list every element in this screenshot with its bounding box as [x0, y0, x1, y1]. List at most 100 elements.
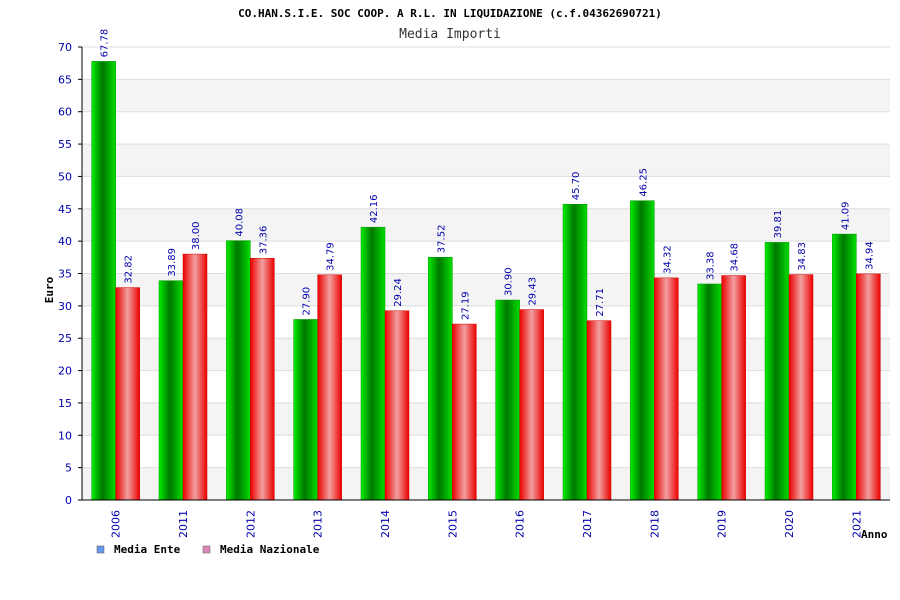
data-label: 34.94: [864, 241, 875, 270]
x-tick-label: 2016: [514, 510, 527, 538]
data-label: 30.90: [504, 267, 515, 296]
bar-media-ente-2017: [562, 204, 588, 501]
y-tick-label: 65: [58, 73, 72, 86]
grid-band: [82, 176, 890, 209]
y-tick-label: 0: [65, 494, 72, 507]
bar-media-nazionale-2017: [586, 320, 612, 501]
bar-media-ente-2020: [764, 242, 790, 501]
legend-label: Media Ente: [114, 543, 181, 556]
data-labels: 67.78 32.82 33.89 38.00 40.08 37.36 27.90 34.79…: [100, 29, 876, 320]
bar-media-nazionale-2021: [856, 273, 881, 501]
bar-media-nazionale-2015: [452, 323, 477, 501]
x-tick-label: 2017: [581, 510, 594, 538]
data-label: 40.08: [234, 208, 245, 237]
bar-media-ente-2006: [91, 61, 116, 501]
data-label: 33.89: [167, 248, 178, 277]
chart-subtitle: Media Importi: [399, 27, 501, 42]
x-tick-labels: 2006 2011 2012 2013 2014 2015 2016 2017 2018 2019…: [110, 510, 864, 538]
bar-media-nazionale-2020: [788, 274, 814, 501]
grid-band: [82, 402, 890, 436]
bar-media-nazionale-2019: [721, 275, 746, 501]
bar-media-nazionale-2012: [250, 257, 275, 501]
bar-media-nazionale-2006: [115, 287, 140, 501]
bar-media-ente-2016: [495, 299, 520, 501]
grid-band: [82, 144, 890, 177]
y-tick-label: 30: [58, 300, 72, 313]
bar-media-ente-2012: [226, 240, 251, 501]
axes: [81, 47, 890, 501]
grid-band: [82, 305, 890, 339]
data-label: 37.52: [436, 225, 447, 254]
y-tick-label: 5: [65, 462, 72, 475]
data-label: 41.09: [840, 201, 851, 230]
grid-band: [82, 208, 890, 242]
grid-band: [82, 435, 890, 468]
data-label: 34.68: [730, 243, 741, 272]
bar-media-nazionale-2011: [182, 253, 208, 501]
bar-media-ente-2018: [630, 200, 655, 501]
plot-background: [82, 47, 890, 500]
y-tick-label: 25: [58, 332, 72, 345]
x-tick-label: 2020: [783, 510, 796, 538]
y-tick-label: 55: [58, 138, 72, 151]
y-tick-label: 35: [58, 268, 72, 281]
data-label: 29.43: [528, 277, 539, 306]
data-label: 46.25: [638, 168, 649, 197]
y-tick-label: 15: [58, 397, 72, 410]
data-label: 67.78: [100, 29, 111, 58]
bar-media-ente-2011: [158, 280, 184, 501]
y-tick-label: 20: [58, 365, 72, 378]
x-tick-label: 2014: [379, 510, 392, 538]
grid-band: [82, 47, 890, 80]
x-tick-label: 2012: [244, 510, 257, 538]
y-tick-label: 70: [58, 41, 72, 54]
y-tick-label: 50: [58, 170, 72, 183]
bar-media-nazionale-2016: [519, 309, 544, 501]
data-label: 37.36: [258, 226, 269, 255]
legend-swatch: [202, 545, 211, 554]
bar-media-ente-2014: [360, 226, 386, 501]
bars: [91, 61, 881, 501]
x-tick-label: 2015: [446, 510, 459, 538]
data-label: 34.32: [662, 245, 673, 274]
x-tick-label: 2011: [177, 510, 190, 538]
y-tick-label: 60: [58, 106, 72, 119]
x-tick-label: 2013: [312, 510, 325, 538]
grid-band: [82, 467, 890, 500]
bar-media-nazionale-2018: [654, 277, 679, 501]
data-label: 34.83: [797, 242, 808, 271]
y-tick-label: 10: [58, 429, 72, 442]
x-tick-label: 2018: [648, 510, 661, 538]
legend-swatch: [96, 545, 105, 554]
data-label: 38.00: [191, 221, 202, 250]
x-tick-label: 2006: [110, 510, 123, 538]
legend-label: Media Nazionale: [220, 543, 320, 556]
data-label: 33.38: [706, 251, 717, 280]
legend: Media Ente Media Nazionale: [96, 543, 320, 556]
grid-lines: [78, 46, 890, 501]
grid-band: [82, 241, 890, 274]
data-label: 27.71: [595, 288, 606, 317]
x-tick-label: 2021: [850, 510, 863, 538]
grid-band: [82, 111, 890, 145]
bar-media-nazionale-2014: [384, 310, 410, 501]
grid-band: [82, 273, 890, 306]
data-label: 39.81: [773, 210, 784, 239]
data-label: 32.82: [124, 255, 135, 284]
y-tick-label: 45: [58, 203, 72, 216]
bar-media-ente-2013: [293, 319, 318, 501]
grid-band: [82, 338, 890, 371]
data-label: 45.70: [571, 172, 582, 201]
bar-media-ente-2015: [428, 256, 453, 501]
x-tick-label: 2019: [716, 510, 729, 538]
data-label: 29.24: [393, 278, 404, 307]
data-label: 27.19: [460, 291, 471, 320]
grid-band: [82, 79, 890, 112]
grid-band: [82, 370, 890, 403]
data-label: 42.16: [369, 195, 380, 224]
bar-media-ente-2019: [697, 283, 722, 501]
y-tick-label: 40: [58, 235, 72, 248]
y-tick-labels: 0 5 10 15 20 25 30 35 40 45 50 55 60 65 70: [58, 41, 72, 507]
bar-media-ente-2021: [832, 233, 857, 501]
